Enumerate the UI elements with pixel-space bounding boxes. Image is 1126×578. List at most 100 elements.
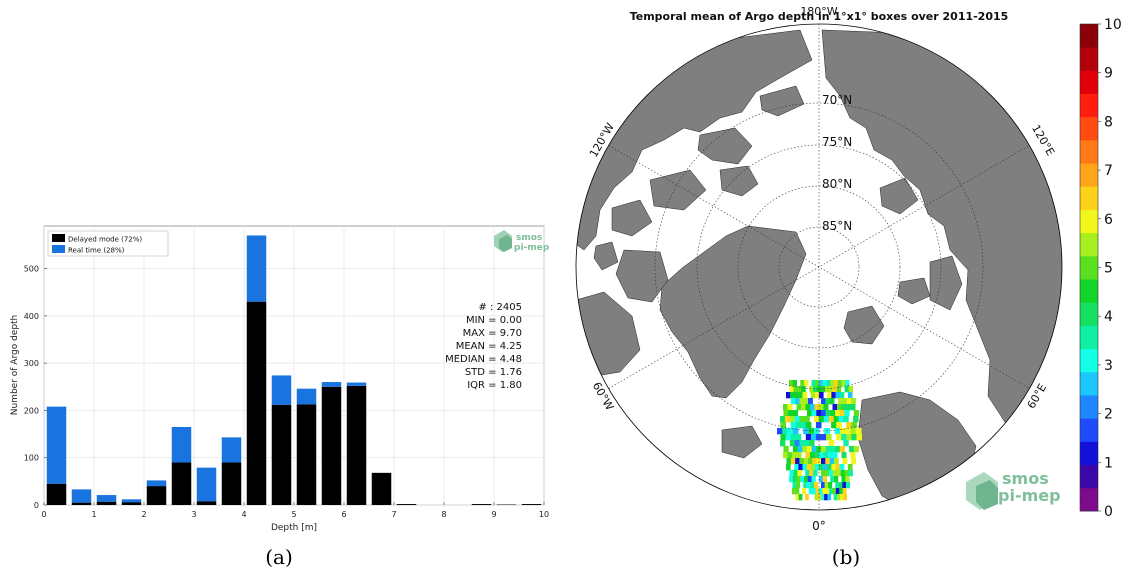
legend-label-realtime: Real time (28%) (68, 247, 125, 255)
bar-realtime (321, 382, 342, 387)
heatmap-cell (814, 464, 820, 471)
heatmap-cell (801, 404, 806, 411)
heatmap-cell (841, 434, 847, 441)
heatmap-cell (792, 410, 799, 417)
bar-delayed (221, 462, 242, 505)
heatmap-cell (795, 458, 800, 465)
heatmap-cell (819, 464, 824, 471)
colorbar-segment (1080, 47, 1098, 71)
heatmap-cell (814, 494, 819, 501)
bar-delayed (71, 502, 92, 505)
heatmap-cell (853, 410, 859, 417)
colorbar-segment (1080, 93, 1098, 118)
heatmap-cell (834, 476, 839, 483)
stat-line: MEAN = 4.25 (456, 341, 522, 352)
heatmap-cell (786, 458, 792, 465)
heatmap-cell (814, 452, 820, 459)
lat-circle-70 (654, 102, 984, 432)
colorbar-segment (1080, 116, 1098, 141)
heatmap-cell (794, 416, 800, 423)
heatmap-cell (794, 464, 799, 471)
heatmap-cell (855, 428, 862, 435)
heatmap-cell (814, 392, 820, 399)
heatmap-cell (825, 458, 831, 465)
x-tick-label: 10 (539, 510, 549, 519)
heatmap-cell (787, 452, 793, 459)
x-tick-label: 0 (41, 510, 46, 519)
colorbar-tick-label: 1 (1104, 455, 1113, 471)
heatmap-cell (842, 488, 847, 495)
heatmap-cell (815, 422, 822, 429)
heatmap-cell (797, 446, 803, 453)
heatmap-cell (808, 488, 813, 495)
heatmap-cell (840, 494, 844, 501)
heatmap-cell (838, 482, 843, 489)
heatmap-cell (798, 392, 803, 399)
heatmap-cell (792, 482, 797, 489)
heatmap-cell (821, 398, 826, 405)
heatmap-cell (843, 494, 847, 501)
heatmap-cell (839, 392, 845, 399)
heatmap-cell (822, 488, 827, 495)
bar-delayed (321, 386, 342, 505)
bar-realtime (246, 235, 267, 302)
heatmap-cell (831, 392, 836, 399)
colorbar-tick-label: 3 (1104, 358, 1113, 374)
heatmap-cell (821, 494, 825, 501)
colorbar-segment (1080, 371, 1098, 396)
colorbar-tick-label: 10 (1104, 17, 1122, 33)
heatmap-cell (830, 476, 835, 483)
heatmap-cell (828, 440, 835, 447)
heatmap-cell (792, 428, 799, 435)
meridian-120 (608, 145, 1030, 389)
panel-b-polar-map: Temporal mean of Argo depth in 1°x1° box… (575, 5, 1122, 569)
caption-b: (b) (832, 545, 860, 569)
smos-pi-mep-logo-small: smos pi-mep (494, 230, 550, 253)
heatmap-cell (813, 470, 818, 477)
bar-delayed (346, 385, 367, 505)
argo-depth-heatmap-cells (777, 380, 862, 501)
heatmap-cell (827, 494, 832, 501)
y-tick-label: 0 (34, 501, 39, 510)
heatmap-cell (836, 470, 842, 477)
colorbar-segment (1080, 279, 1098, 303)
heatmap-cell (839, 446, 845, 453)
smos-pi-mep-logo-large: smos pi-mep (966, 469, 1061, 510)
heatmap-cell (809, 440, 815, 447)
logo-large-line2: pi-mep (998, 486, 1061, 505)
heatmap-cell (842, 458, 848, 465)
land-arctic-islands-1 (697, 127, 753, 165)
heatmap-cell (840, 470, 846, 477)
heatmap-cell (831, 422, 837, 429)
heatmap-cell (828, 470, 834, 477)
stat-line: MIN = 0.00 (466, 315, 522, 326)
heatmap-cell (804, 476, 809, 483)
heatmap-cell (821, 482, 826, 489)
heatmap-cell (792, 380, 797, 387)
heatmap-cell (835, 488, 840, 495)
heatmap-cell (841, 452, 847, 459)
heatmap-cell (824, 470, 830, 477)
heatmap-cell (811, 446, 817, 453)
heatmap-cell (833, 458, 839, 465)
heatmap-cell (840, 428, 846, 435)
heatmap-cell (786, 392, 791, 399)
heatmap-cell (821, 458, 826, 465)
colorbar-segment (1080, 487, 1098, 512)
heatmap-cell (819, 404, 824, 411)
land-iceland (721, 425, 763, 459)
heatmap-cell (837, 404, 842, 411)
heatmap-cell (805, 470, 810, 477)
heatmap-cell (810, 404, 815, 411)
colorbar-segment (1080, 395, 1098, 419)
legend-a: Delayed mode (72%) Real time (28%) (47, 230, 169, 257)
heatmap-cell (845, 428, 851, 435)
heatmap-cell (787, 428, 794, 435)
heatmap-cell (808, 428, 815, 435)
logo-large-line1: smos (1002, 469, 1049, 488)
caption-a: (a) (265, 545, 293, 569)
lat-label-80: 80°N (822, 177, 852, 191)
heatmap-cell (800, 380, 805, 387)
